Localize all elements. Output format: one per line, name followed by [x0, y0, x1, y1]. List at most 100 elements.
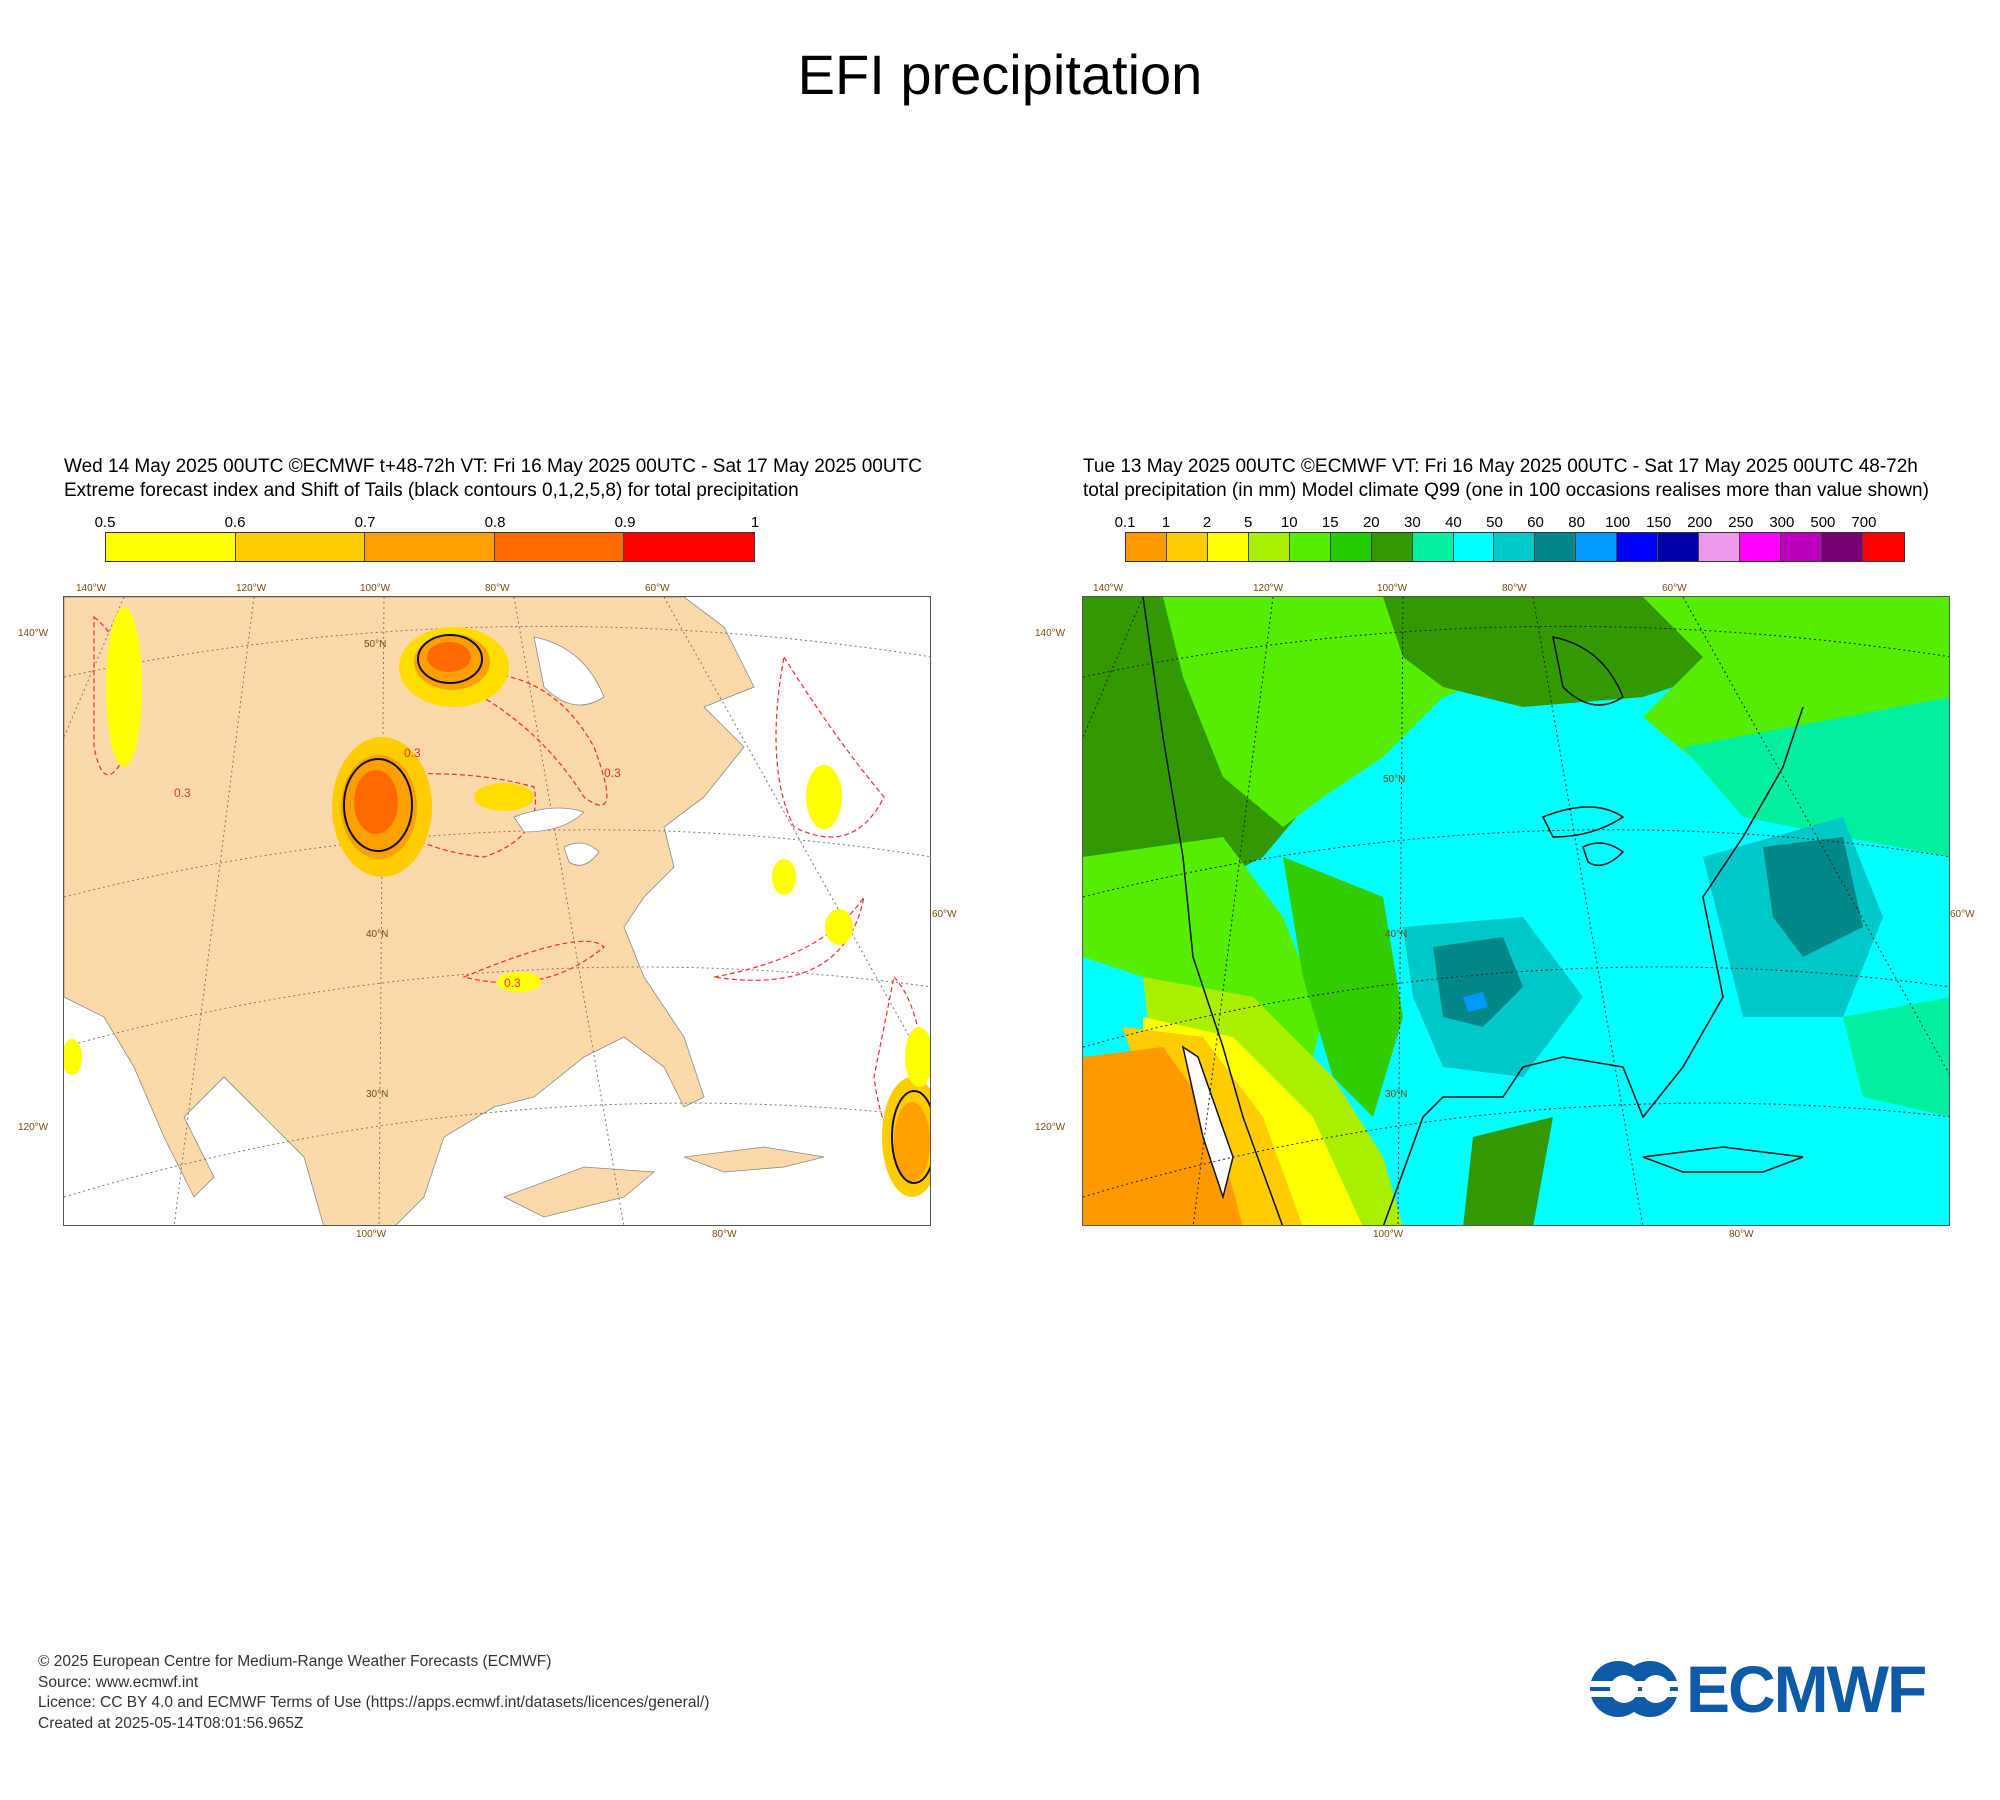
q99-tick: 0.1 [1114, 514, 1136, 531]
q99-tick: 20 [1362, 514, 1380, 531]
lon-label: 100°W [1377, 583, 1408, 594]
efi-tick: 1 [750, 514, 760, 531]
colorbar-swatch [1126, 533, 1167, 561]
lat-label: 40°N [1385, 929, 1407, 940]
colorbar-swatch [1412, 533, 1454, 561]
side-label: 60°W [932, 909, 957, 920]
lakes [513, 636, 605, 866]
lon-label: 100°W [356, 1229, 387, 1240]
lon-label: 60°W [645, 583, 670, 594]
colorbar-swatch [1453, 533, 1495, 561]
efi-colorbar-ticks: 0.5 0.6 0.7 0.8 0.9 1 [95, 514, 760, 531]
footer-licence: Licence: CC BY 4.0 and ECMWF Terms of Us… [38, 1694, 710, 1711]
colorbar-swatch [1699, 533, 1741, 561]
footer-copyright: © 2025 European Centre for Medium-Range … [38, 1653, 552, 1670]
q99-tick: 40 [1445, 514, 1462, 531]
efi-map-svg: 0.3 0.3 0.3 0.3 50°N 40°N 30°N [64, 597, 930, 1225]
q99-tick: 150 [1646, 514, 1672, 531]
colorbar-swatch [1576, 533, 1618, 561]
colorbar-swatch [1207, 533, 1249, 561]
q99-title-line1: Tue 13 May 2025 00UTC ©ECMWF VT: Fri 16 … [1083, 456, 1918, 477]
efi-map: 0.3 0.3 0.3 0.3 50°N 40°N 30°N [63, 596, 931, 1226]
lon-label: 80°W [485, 583, 510, 594]
q99-fields [1083, 597, 1949, 1225]
lon-label: 100°W [360, 583, 391, 594]
efi-title-line2: Extreme forecast index and Shift of Tail… [64, 480, 799, 501]
lon-label: 80°W [712, 1229, 737, 1240]
colorbar-swatch [1617, 533, 1659, 561]
contour-label: 0.3 [404, 746, 421, 760]
side-label: 120°W [1035, 1122, 1066, 1133]
land-mexico-south [503, 1166, 656, 1218]
colorbar-swatch [1740, 533, 1781, 561]
efi-tick: 0.7 [354, 514, 376, 531]
coastlines [1142, 597, 1804, 1225]
efi-tick: 0.6 [224, 514, 246, 531]
q99-colorbar [1125, 532, 1905, 562]
graticule [1083, 597, 1949, 1225]
sot-contours [343, 634, 930, 1184]
contour-label: 0.3 [604, 766, 621, 780]
colorbar-swatch [1658, 533, 1700, 561]
colorbar-swatch [494, 533, 625, 561]
q99-tick: 50 [1486, 514, 1503, 531]
colorbar-swatch [106, 533, 236, 561]
q99-panel: Tue 13 May 2025 00UTC ©ECMWF VT: Fri 16 … [1035, 452, 1977, 1252]
lon-label: 100°W [1373, 1229, 1404, 1240]
colorbar-swatch [365, 533, 495, 561]
page-title: EFI precipitation [797, 43, 1203, 106]
lon-label: 140°W [1093, 583, 1124, 594]
contour-label: 0.3 [504, 976, 521, 990]
lat-label: 50°N [364, 639, 386, 650]
q99-tick: 100 [1605, 514, 1631, 531]
lat-label: 30°N [366, 1089, 388, 1100]
q99-tick: 30 [1404, 514, 1421, 531]
efi-tick: 0.9 [614, 514, 636, 531]
lon-label: 120°W [1253, 583, 1284, 594]
q99-tick: 60 [1527, 514, 1544, 531]
side-label: 120°W [18, 1122, 49, 1133]
graticule [64, 597, 930, 1225]
side-label: 140°W [1035, 628, 1066, 639]
efi-colorbar [105, 532, 755, 562]
lon-label: 60°W [1662, 583, 1687, 594]
side-label: 60°W [1950, 909, 1975, 920]
colorbar-swatch [1166, 533, 1208, 561]
ecmwf-logo-text: ECMWF [1686, 1652, 1927, 1726]
ecmwf-logo-icon [1588, 1661, 1684, 1717]
colorbar-swatch [1248, 533, 1290, 561]
colorbar-swatch [1535, 533, 1577, 561]
q99-tick: 2 [1202, 514, 1212, 531]
lon-label: 120°W [236, 583, 267, 594]
q99-tick: 10 [1280, 514, 1298, 531]
lat-label: 50°N [1383, 774, 1405, 785]
q99-tick: 15 [1321, 514, 1339, 531]
colorbar-swatch [1862, 533, 1904, 561]
q99-tick: 300 [1769, 514, 1795, 531]
efi-tick: 0.8 [484, 514, 506, 531]
lat-label: 30°N [1385, 1089, 1407, 1100]
side-label: 140°W [18, 628, 49, 639]
efi-panel: Wed 14 May 2025 00UTC ©ECMWF t+48-72h VT… [18, 452, 958, 1252]
efi-tick: 0.5 [94, 514, 116, 531]
q99-map-svg: 50°N 40°N 30°N [1083, 597, 1949, 1225]
colorbar-swatch [1821, 533, 1863, 561]
colorbar-swatch [624, 533, 754, 561]
q99-tick: 250 [1728, 514, 1754, 531]
q99-colorbar-ticks: 0.1 1 2 5 10 15 20 30 40 50 60 80 100 150 200 250 300 500… [1115, 514, 1905, 531]
efi-title-line1: Wed 14 May 2025 00UTC ©ECMWF t+48-72h VT… [64, 456, 922, 477]
land-north-america [64, 597, 755, 1225]
colorbar-swatch [1371, 533, 1413, 561]
lon-label: 80°W [1502, 583, 1527, 594]
colorbar-swatch [235, 533, 366, 561]
colorbar-swatch [1494, 533, 1536, 561]
footer: © 2025 European Centre for Medium-Range … [38, 1652, 709, 1734]
lon-label: 80°W [1729, 1229, 1754, 1240]
ecmwf-logo: ECMWF [1588, 1652, 1963, 1726]
colorbar-swatch [1781, 533, 1822, 561]
q99-title-line2: total precipitation (in mm) Model climat… [1083, 480, 1929, 501]
colorbar-swatch [1289, 533, 1331, 561]
q99-tick: 200 [1687, 514, 1713, 531]
q99-tick: 700 [1851, 514, 1877, 531]
contour-label: 0.3 [174, 786, 191, 800]
